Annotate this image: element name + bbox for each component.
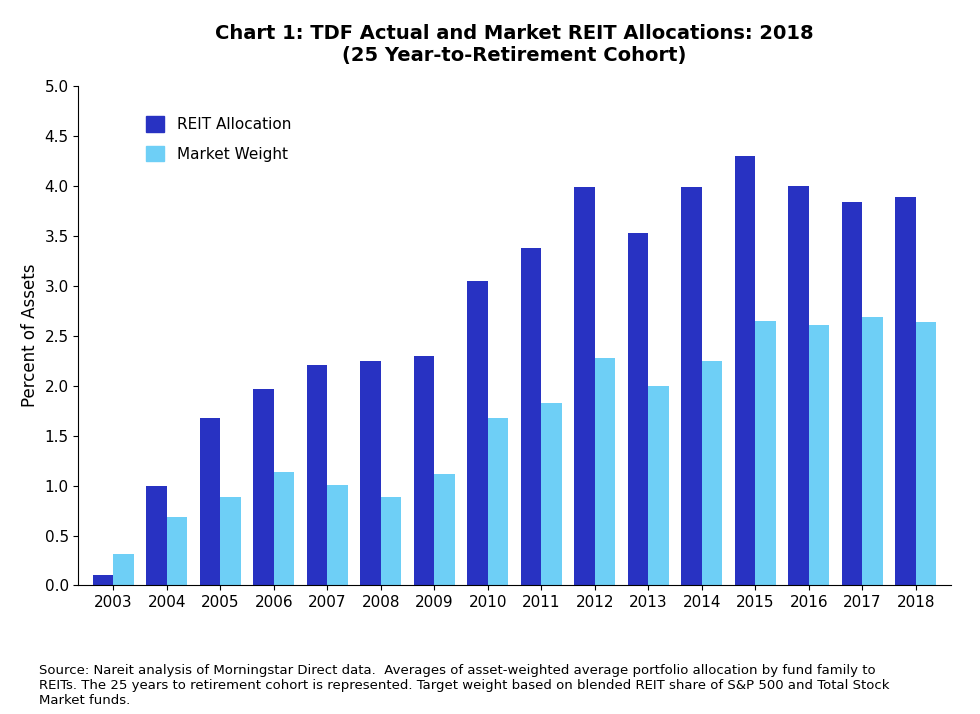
Bar: [307, 365, 327, 585]
Bar: [113, 555, 133, 585]
Bar: [541, 403, 562, 585]
Bar: [488, 418, 508, 585]
Bar: [414, 356, 434, 585]
Y-axis label: Percent of Assets: Percent of Assets: [21, 264, 39, 407]
Bar: [842, 201, 862, 585]
Bar: [521, 248, 541, 585]
Bar: [649, 386, 668, 585]
Bar: [756, 321, 775, 585]
Bar: [808, 325, 829, 585]
Bar: [467, 281, 488, 585]
Bar: [327, 485, 348, 585]
Bar: [789, 186, 808, 585]
Bar: [361, 361, 380, 585]
Bar: [595, 358, 615, 585]
Bar: [681, 186, 702, 585]
Text: Source: Nareit analysis of Morningstar Direct data.  Averages of asset-weighted : Source: Nareit analysis of Morningstar D…: [39, 664, 890, 707]
Bar: [146, 486, 167, 585]
Bar: [273, 471, 294, 585]
Title: Chart 1: TDF Actual and Market REIT Allocations: 2018
(25 Year-to-Retirement Coh: Chart 1: TDF Actual and Market REIT Allo…: [216, 24, 813, 65]
Bar: [628, 233, 649, 585]
Bar: [220, 496, 240, 585]
Bar: [735, 156, 756, 585]
Bar: [896, 196, 916, 585]
Bar: [574, 186, 595, 585]
Bar: [434, 473, 455, 585]
Bar: [702, 361, 722, 585]
Bar: [167, 516, 187, 585]
Bar: [380, 496, 401, 585]
Bar: [916, 321, 936, 585]
Bar: [93, 575, 113, 585]
Legend: REIT Allocation, Market Weight: REIT Allocation, Market Weight: [138, 109, 299, 169]
Bar: [862, 316, 883, 585]
Bar: [200, 418, 220, 585]
Bar: [254, 388, 273, 585]
